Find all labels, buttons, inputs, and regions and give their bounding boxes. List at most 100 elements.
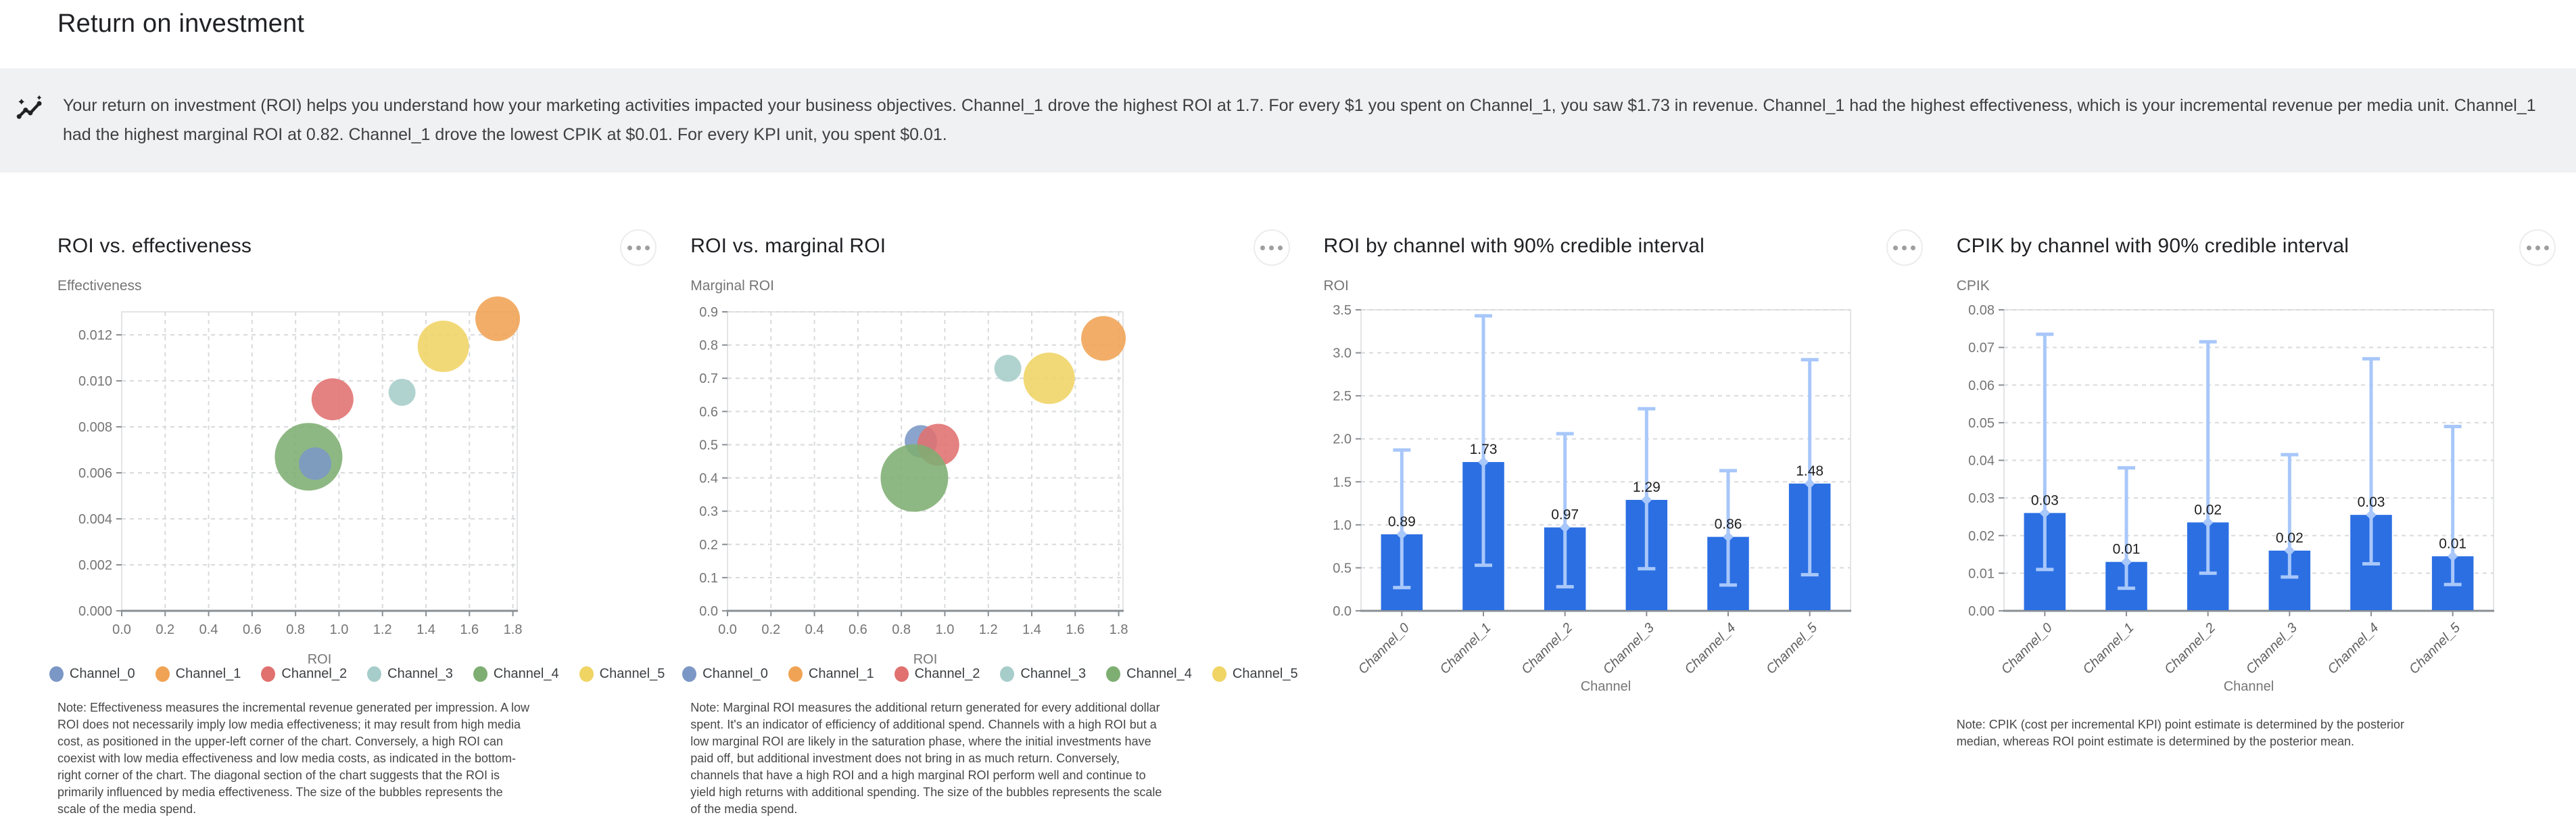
legend-label: Channel_4 (493, 666, 559, 681)
svg-text:1.73: 1.73 (1469, 442, 1497, 457)
svg-text:3.5: 3.5 (1333, 303, 1352, 318)
legend-swatch (682, 666, 697, 682)
svg-text:Channel_4: Channel_4 (1681, 620, 1738, 677)
more-options-button[interactable] (1886, 229, 1923, 266)
svg-text:0.008: 0.008 (78, 420, 112, 435)
legend-item: Channel_1 (788, 666, 874, 682)
legend-item: Channel_3 (367, 666, 453, 682)
chart-note: Note: CPIK (cost per incremental KPI) po… (1956, 718, 2405, 748)
legend-swatch (473, 666, 487, 682)
svg-text:0.03: 0.03 (2357, 494, 2385, 510)
page-header: Return on investment (0, 0, 2576, 39)
y-axis-unit-label: Marginal ROI (690, 278, 774, 294)
svg-text:0.8: 0.8 (286, 622, 305, 637)
more-options-icon (627, 245, 632, 250)
svg-text:0.4: 0.4 (199, 622, 218, 637)
svg-text:1.6: 1.6 (1066, 622, 1085, 637)
legend-item: Channel_1 (155, 666, 241, 682)
channel-legend: Channel_0 Channel_1 Channel_2 Channel_3 Chan… (682, 666, 1298, 682)
svg-text:ROI: ROI (308, 652, 332, 667)
svg-text:0.01: 0.01 (2112, 542, 2140, 557)
svg-text:Channel_3: Channel_3 (1600, 620, 1656, 677)
cpik-by-channel-card: CPIK by channel with 90% credible interv… (1956, 229, 2556, 830)
legend-item: Channel_4 (1106, 666, 1192, 682)
svg-text:0.03: 0.03 (2031, 492, 2059, 508)
svg-text:0.02: 0.02 (2276, 530, 2304, 546)
svg-text:Channel_3: Channel_3 (2243, 620, 2300, 677)
legend-item: Channel_0 (682, 666, 768, 682)
svg-text:1.8: 1.8 (1110, 622, 1128, 637)
svg-text:0.012: 0.012 (78, 328, 112, 343)
svg-text:0.03: 0.03 (1968, 491, 1995, 506)
svg-text:0.4: 0.4 (699, 471, 718, 486)
more-options-button[interactable] (1253, 229, 1290, 266)
svg-text:Channel_2: Channel_2 (1519, 620, 1575, 677)
legend-swatch (1106, 666, 1121, 682)
svg-text:1.0: 1.0 (330, 622, 349, 637)
svg-text:0.02: 0.02 (2194, 502, 2222, 517)
svg-text:0.97: 0.97 (1551, 507, 1579, 523)
svg-text:0.89: 0.89 (1387, 514, 1415, 530)
legend-item: Channel_2 (894, 666, 980, 682)
legend-swatch (894, 666, 909, 682)
svg-text:Channel: Channel (2223, 679, 2274, 694)
legend-item: Channel_4 (473, 666, 559, 682)
chart-title: ROI by channel with 90% credible interva… (1323, 235, 1704, 257)
svg-text:Channel: Channel (1580, 679, 1631, 694)
svg-text:0.6: 0.6 (243, 622, 262, 637)
svg-text:0.06: 0.06 (1968, 378, 1995, 393)
chart-title: ROI vs. effectiveness (57, 235, 252, 257)
legend-label: Channel_2 (281, 666, 348, 681)
svg-text:Channel_0: Channel_0 (1355, 620, 1412, 677)
svg-text:1.2: 1.2 (373, 622, 392, 637)
svg-text:0.0: 0.0 (1333, 604, 1352, 619)
svg-text:3.0: 3.0 (1333, 346, 1352, 361)
channel-legend: Channel_0 Channel_1 Channel_2 Channel_3 Chan… (49, 666, 665, 682)
svg-text:2.0: 2.0 (1333, 432, 1352, 447)
svg-text:Channel_0: Channel_0 (1999, 620, 2055, 677)
svg-text:0.2: 0.2 (699, 538, 718, 553)
roi-vs-marginal-roi-chart: 0.0 0.1 0.2 0.3 0.4 0.5 0.6 0.7 0.8 0.9 0.0 0.2 0.4 0… (699, 305, 1128, 667)
charts-grid: ROI vs. effectiveness Effectiveness 0.00… (0, 172, 2576, 830)
legend-swatch (788, 666, 803, 682)
legend-label: Channel_5 (1232, 666, 1298, 681)
svg-text:1.29: 1.29 (1632, 480, 1660, 495)
svg-text:1.5: 1.5 (1333, 475, 1352, 490)
svg-text:ROI: ROI (913, 652, 938, 667)
legend-item: Channel_0 (49, 666, 135, 682)
more-options-icon (2526, 245, 2531, 250)
legend-swatch (261, 666, 276, 682)
svg-text:0.2: 0.2 (762, 622, 781, 637)
svg-text:0.3: 0.3 (699, 505, 718, 520)
legend-swatch (579, 666, 594, 682)
svg-text:Channel_2: Channel_2 (2162, 620, 2218, 677)
insight-banner: Your return on investment (ROI) helps yo… (0, 68, 2576, 172)
legend-item: Channel_2 (261, 666, 347, 682)
svg-text:0.0: 0.0 (718, 622, 737, 637)
svg-text:1.0: 1.0 (1333, 518, 1352, 533)
legend-label: Channel_0 (702, 666, 768, 681)
legend-item: Channel_5 (1212, 666, 1298, 682)
legend-label: Channel_0 (69, 666, 135, 681)
svg-text:Channel_1: Channel_1 (2080, 620, 2137, 677)
legend-swatch (1000, 666, 1015, 682)
legend-swatch (367, 666, 382, 682)
insight-text: Your return on investment (ROI) helps yo… (63, 96, 2536, 144)
svg-text:1.2: 1.2 (979, 622, 998, 637)
svg-text:0.01: 0.01 (2439, 536, 2466, 551)
chart-title: CPIK by channel with 90% credible interv… (1956, 235, 2350, 257)
legend-item: Channel_3 (1000, 666, 1086, 682)
roi-vs-effectiveness-card: ROI vs. effectiveness Effectiveness 0.00… (49, 229, 665, 830)
svg-text:0.8: 0.8 (699, 338, 718, 353)
svg-text:0.6: 0.6 (699, 405, 718, 419)
more-options-button[interactable] (2519, 229, 2556, 266)
roi-vs-effectiveness-chart: 0.000 0.002 0.004 0.006 0.008 0.010 0.012 0.0 0.… (78, 296, 522, 667)
legend-label: Channel_3 (1020, 666, 1087, 681)
svg-text:0.6: 0.6 (849, 622, 867, 637)
svg-text:0.02: 0.02 (1968, 529, 1995, 544)
svg-text:0.002: 0.002 (78, 558, 112, 573)
roi-by-channel-chart: 0.0 0.5 1.0 1.5 2.0 2.5 3.0 3.5 0.89 Channel_0 1.7… (1333, 303, 1851, 694)
svg-text:1.4: 1.4 (1022, 622, 1041, 637)
more-options-button[interactable] (620, 229, 657, 266)
chart-note: Note: Marginal ROI measures the addition… (690, 701, 1162, 816)
